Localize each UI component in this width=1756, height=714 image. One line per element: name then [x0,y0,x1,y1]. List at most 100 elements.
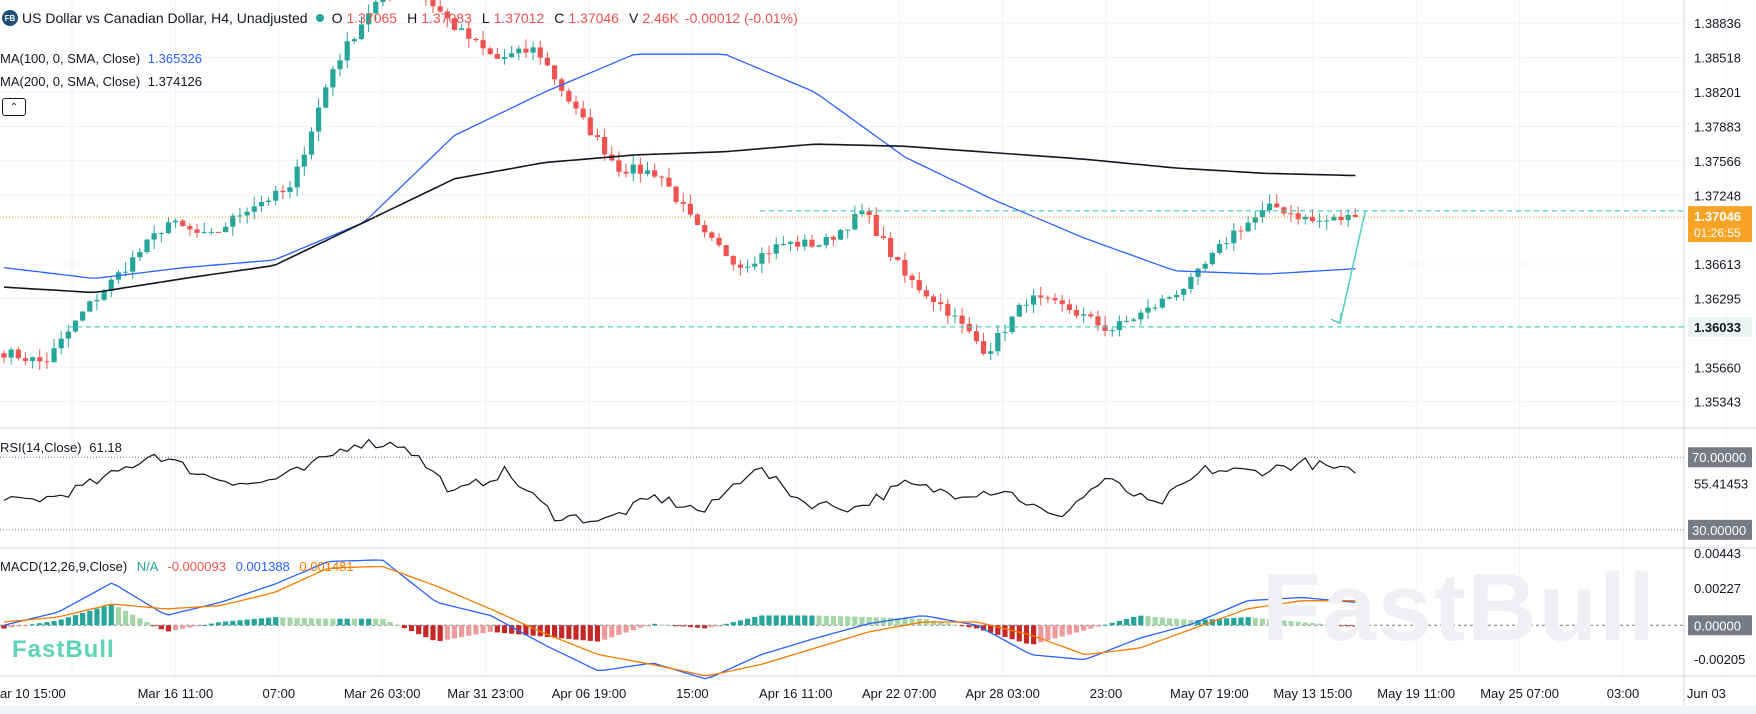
candle-body [630,164,636,174]
macd-histogram-bar [230,620,236,626]
candle-body [487,48,493,55]
macd-histogram-bar [308,618,315,626]
candle-body [58,338,64,349]
macd-histogram-bar [373,618,379,626]
macd-histogram-bar [659,624,665,626]
macd-histogram-bar [394,625,400,627]
macd-histogram-bar [30,624,36,626]
rsi-label: RSI(14,Close) [0,440,82,455]
macd-histogram-bar [1338,625,1344,627]
macd-histogram-bar [687,625,693,628]
candle-body [22,358,29,361]
candle-body [809,239,815,247]
candle-body [845,229,851,231]
candle-body [773,244,779,254]
macd-histogram-bar [1116,620,1122,626]
macd-histogram-bar [602,625,608,640]
candle-body [673,186,679,202]
candle-body [1259,210,1265,218]
macd-histogram-bar [430,625,436,641]
macd-signal-value: 0.001481 [299,559,354,574]
ohlc-low-value: 1.37012 [493,10,545,26]
macd-histogram-bar [1202,619,1208,626]
macd-histogram-bar [1274,619,1280,626]
macd-histogram-bar [1224,618,1230,626]
time-axis-tick: 03:00 [1607,686,1640,701]
macd-histogram-bar [787,615,794,626]
macd-histogram-bar [544,625,550,637]
macd-histogram-bar [623,625,629,633]
macd-histogram-bar [1088,625,1094,629]
candle-body [1238,230,1244,232]
candle-body [358,24,365,40]
candle-body [923,290,929,297]
time-axis-tick: Mar 26 03:00 [344,686,421,701]
candle-body [716,237,722,246]
macd-histogram-bar [1052,625,1058,639]
macd-histogram-bar [444,625,450,640]
volume-value: 2.46K [642,10,679,26]
ohlc-close-value: 1.37046 [568,10,619,26]
candle-body [308,131,315,155]
macd-histogram-bar [816,615,822,626]
macd-axis-tick: -0.00205 [1694,652,1745,667]
candle-body [165,222,172,234]
time-axis-tick: May 13 15:00 [1273,686,1352,701]
candle-body [530,47,536,53]
time-axis-tick: May 19 11:00 [1377,686,1455,701]
macd-histogram-bar [587,625,593,641]
ma100-legend[interactable]: MA(100, 0, SMA, Close) 1.365326 [0,51,202,66]
macd-histogram-bar [1038,625,1044,643]
candle-body [516,48,522,54]
macd-histogram-bar [895,617,901,626]
candle-body [880,236,887,238]
candle-body [65,331,71,339]
horizontal-scrollbar [0,706,1756,714]
macd-histogram-bar [380,618,386,626]
candle-body [988,351,994,354]
candle-body [1159,298,1165,308]
ma200-line [3,143,1356,294]
macd-histogram-bar [1002,625,1008,638]
candle-body [702,224,708,233]
time-axis-tick: Mar 16 11:00 [138,686,214,701]
macd-histogram-bar [652,623,658,626]
candle-body [1331,216,1337,221]
macd-histogram-bar [723,623,729,626]
ma200-value: 1.374126 [147,74,203,89]
macd-histogram-bar [130,614,136,626]
macd-histogram-bar [930,620,937,626]
macd-histogram-bar [973,625,979,629]
bar-countdown-timer: 01:26:55 [1694,226,1741,240]
ma200-legend[interactable]: MA(200, 0, SMA, Close) 1.374126 [0,74,202,89]
macd-histogram-bar [959,625,965,627]
collapse-legend-chevron-up-icon[interactable]: ⌃ [2,98,26,116]
chart-header: FB US Dollar vs Canadian Dollar, H4, Una… [2,10,798,26]
watermark-small-logo: FastBull [12,636,115,663]
candle-body [823,236,829,246]
macd-histogram-bar [273,617,279,626]
price-axis-tick: 1.35660 [1694,360,1741,375]
ohlc-close-label: C [554,10,565,26]
candle-body [444,11,450,19]
candle-body [251,206,257,212]
macd-histogram-bar [244,619,250,626]
ohlc-low-label: L [481,10,490,26]
candle-body [980,341,987,354]
candle-body [1016,304,1022,317]
macd-legend[interactable]: MACD(12,26,9,Close) N/A -0.000093 0.0013… [0,559,354,574]
macd-histogram-bar [780,615,786,626]
macd-histogram-bar [287,617,293,626]
candle-body [852,214,858,230]
macd-histogram-bar [995,625,1001,635]
candle-body [215,231,222,233]
candle-body [816,245,822,247]
macd-histogram-bar [666,625,672,627]
candle-body [187,226,193,230]
macd-histogram-bar [752,616,758,626]
macd-histogram-bar [859,616,865,626]
time-axis-tick: Apr 16 11:00 [759,686,832,701]
macd-histogram-bar [1045,625,1051,641]
rsi-legend[interactable]: RSI(14,Close) 61.18 [0,440,122,455]
